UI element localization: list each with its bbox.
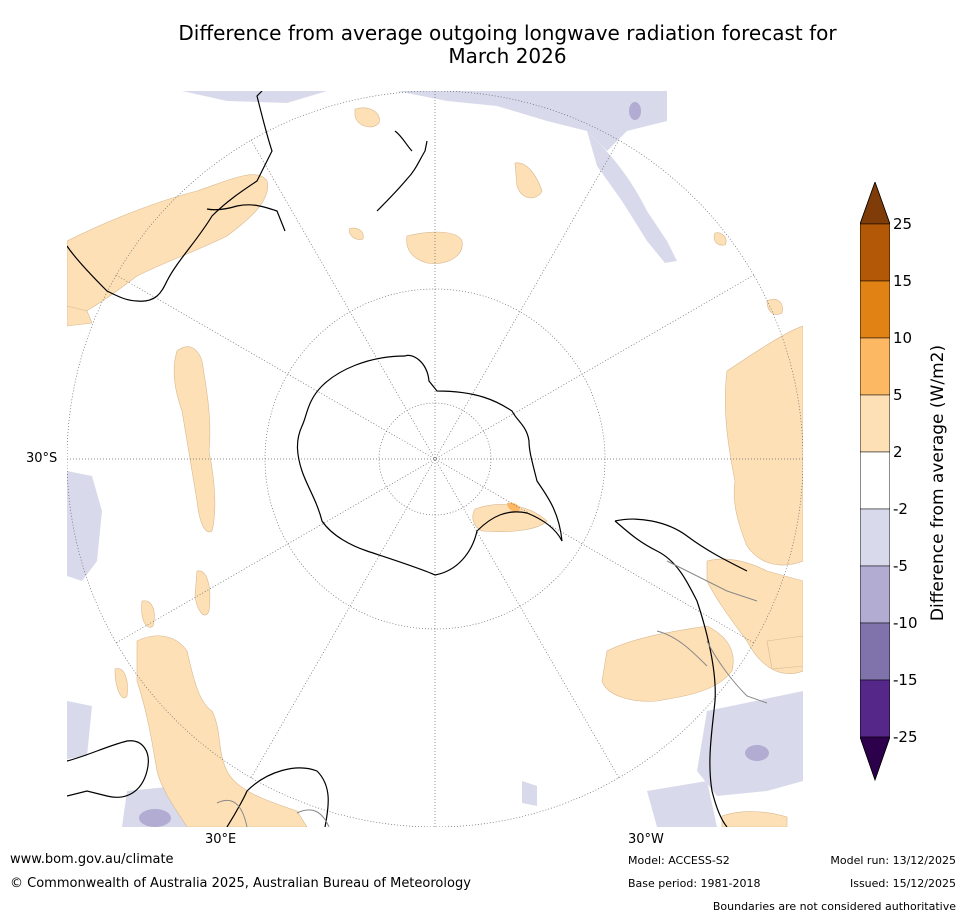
colorbar-tick: -25 (893, 728, 918, 746)
color-bar (860, 182, 890, 782)
colorbar-tick: -2 (893, 500, 908, 518)
model-run-date: Model run: 13/12/2025 (830, 854, 956, 867)
map-title: Difference from average outgoing longwav… (60, 22, 955, 68)
issued-date: Issued: 15/12/2025 (849, 877, 956, 890)
polar-map (67, 91, 803, 827)
map-title-line1: Difference from average outgoing longwav… (178, 21, 837, 45)
positive-anomaly-regions (67, 107, 803, 827)
model-name: Model: ACCESS-S2 (628, 854, 730, 867)
colorbar-segment-m5-m2 (860, 508, 890, 567)
colorbar-segment-m10-m5 (860, 565, 890, 624)
colorbar-title: Difference from average (W/m2) (928, 344, 948, 622)
graticule (67, 91, 803, 827)
map-canvas (67, 91, 803, 827)
colorbar-segment-m15-m10 (860, 622, 890, 681)
colorbar-segment-2-5 (860, 394, 890, 453)
colorbar-tick: -15 (893, 671, 918, 689)
longitude-label-30e: 30°E (205, 832, 237, 847)
colorbar-tick: -10 (893, 614, 918, 632)
copyright-text: © Commonwealth of Australia 2025, Austra… (10, 876, 471, 891)
colorbar-segment-m25-m15 (860, 679, 890, 738)
colorbar-tick: 10 (893, 329, 913, 347)
website-link[interactable]: www.bom.gov.au/climate (10, 852, 174, 867)
moderate-negative-regions (139, 102, 769, 827)
boundaries-disclaimer: Boundaries are not considered authoritat… (712, 900, 956, 913)
base-period: Base period: 1981-2018 (628, 877, 761, 890)
colorbar-segment-5-10 (860, 337, 890, 396)
map-title-line2: March 2026 (448, 44, 567, 68)
strong-positive-regions (507, 502, 520, 512)
colorbar-extend-bottom (860, 736, 890, 781)
negative-anomaly-regions (67, 91, 803, 827)
colorbar-tick: 15 (893, 272, 913, 290)
colorbar-segment-10-15 (860, 280, 890, 339)
country-borders (216, 560, 768, 827)
longitude-label-30w: 30°W (628, 832, 664, 847)
colorbar-tick: 5 (893, 386, 903, 404)
colorbar-tick: 25 (893, 215, 913, 233)
colorbar-segment-15-25 (860, 223, 890, 282)
coastlines (67, 91, 748, 827)
latitude-label-30s: 30°S (26, 451, 58, 466)
colorbar-segment-m2-2 (860, 451, 890, 510)
colorbar-tick: 2 (893, 443, 903, 461)
colorbar-extend-top (860, 182, 890, 225)
colorbar-tick: -5 (893, 557, 908, 575)
